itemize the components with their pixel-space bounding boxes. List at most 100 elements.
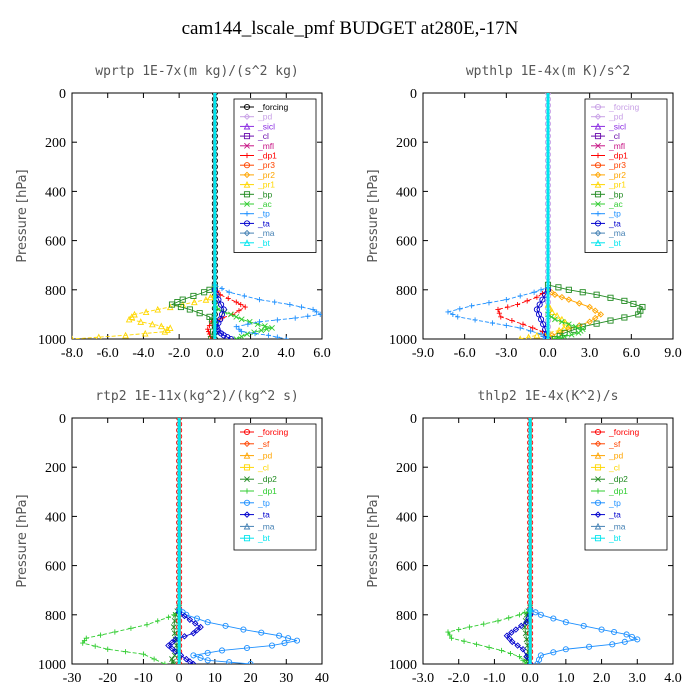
legend-label: _ma <box>257 521 275 531</box>
legend-marker <box>243 451 251 459</box>
legend-label: _dp1 <box>608 486 628 496</box>
legend: _forcing_pd_sicl_cl_mfl_dp1_pr3_pr2_pr1_… <box>233 98 317 253</box>
data-point <box>165 614 172 620</box>
data-point <box>525 333 532 339</box>
legend-entry: _tp <box>240 209 270 219</box>
y-tick-label: 200 <box>45 461 66 476</box>
data-point <box>155 618 161 624</box>
x-tick-label: -10 <box>134 671 153 686</box>
data-point <box>225 295 231 302</box>
y-tick-label: 400 <box>45 510 66 525</box>
data-point <box>218 301 225 308</box>
data-point <box>276 632 283 639</box>
data-point <box>637 307 644 314</box>
legend-marker <box>244 152 250 159</box>
y-tick-label: 0 <box>59 87 66 102</box>
y-axis-label: Pressure [hPa] <box>366 169 381 262</box>
legend-label: _forcing <box>608 427 640 437</box>
legend-label: _sicl <box>608 121 626 131</box>
legend-marker <box>243 239 251 246</box>
data-point <box>204 657 211 664</box>
data-point <box>141 329 149 337</box>
y-tick-label: 600 <box>396 235 417 250</box>
data-point <box>523 618 530 626</box>
data-point <box>128 625 134 631</box>
legend-marker <box>243 162 251 169</box>
data-point <box>448 635 455 641</box>
data-point <box>92 643 98 649</box>
data-point <box>548 313 555 320</box>
legend-entry: _pr3 <box>591 160 626 170</box>
data-point <box>137 318 145 325</box>
data-point <box>639 303 646 311</box>
legend-marker <box>594 464 602 471</box>
data-point <box>190 298 198 306</box>
data-point <box>611 628 618 636</box>
legend-entry: _dp2 <box>591 474 628 484</box>
data-point <box>517 293 523 299</box>
legend-label: _pr1 <box>257 180 275 190</box>
legend-entry: _dp1 <box>591 486 628 496</box>
data-point <box>168 639 176 646</box>
legend-label: _dp2 <box>257 474 277 484</box>
series-bp <box>544 93 646 339</box>
legend-marker <box>595 152 601 159</box>
data-point <box>519 646 527 653</box>
data-point <box>486 644 492 650</box>
data-point <box>561 333 568 339</box>
data-point <box>220 332 227 339</box>
data-point <box>535 311 543 318</box>
legend-label: _cl <box>257 462 269 472</box>
legend-entry: _sicl <box>591 121 626 131</box>
data-point <box>122 649 129 655</box>
plot-frame <box>71 417 323 665</box>
series-bp <box>168 93 218 339</box>
legend-marker <box>594 133 602 140</box>
data-point <box>181 612 188 620</box>
data-point <box>498 647 505 654</box>
data-point <box>164 326 171 333</box>
data-point <box>530 325 536 331</box>
data-point <box>539 296 546 303</box>
legend-label: _bp <box>608 189 623 199</box>
data-point <box>597 311 605 318</box>
legend-marker <box>594 171 602 179</box>
y-tick-label: 200 <box>45 136 66 151</box>
panel-title: wpthlp 1E-4x(m K)/s^2 <box>466 64 630 79</box>
legend-label: _forcing <box>608 102 640 112</box>
data-point <box>593 320 600 327</box>
data-point <box>628 633 635 640</box>
legend-label: _pd <box>257 451 272 461</box>
data-point <box>125 315 133 323</box>
legend-marker <box>243 220 251 227</box>
legend-entry: _ta <box>591 218 621 228</box>
x-tick-label: 3.0 <box>581 346 599 361</box>
legend-label: _ma <box>608 228 626 238</box>
series-tp <box>176 418 301 664</box>
data-point <box>533 306 540 313</box>
data-point <box>226 289 232 295</box>
data-point <box>274 334 280 339</box>
data-point <box>144 622 150 628</box>
legend-entry: _ac <box>240 199 272 209</box>
data-point <box>575 329 582 336</box>
legend-marker <box>594 511 602 518</box>
legend-label: _sf <box>257 439 270 449</box>
x-tick-label: 1.0 <box>557 671 575 686</box>
legend-label: _bt <box>257 533 270 543</box>
y-tick-label: 200 <box>396 136 417 151</box>
legend-entry: _ma <box>240 521 275 531</box>
data-point <box>508 629 515 636</box>
data-point <box>609 641 616 648</box>
legend-marker <box>595 476 601 483</box>
legend-marker <box>243 171 251 179</box>
data-point <box>586 643 593 650</box>
data-point <box>507 650 514 657</box>
data-point <box>265 332 272 338</box>
legend-marker <box>594 229 602 237</box>
legend-entry: _dp1 <box>240 151 277 161</box>
legend-label: _cl <box>608 462 620 472</box>
data-point <box>215 306 222 313</box>
data-point <box>226 659 233 664</box>
legend-entry: _ta <box>240 510 270 520</box>
